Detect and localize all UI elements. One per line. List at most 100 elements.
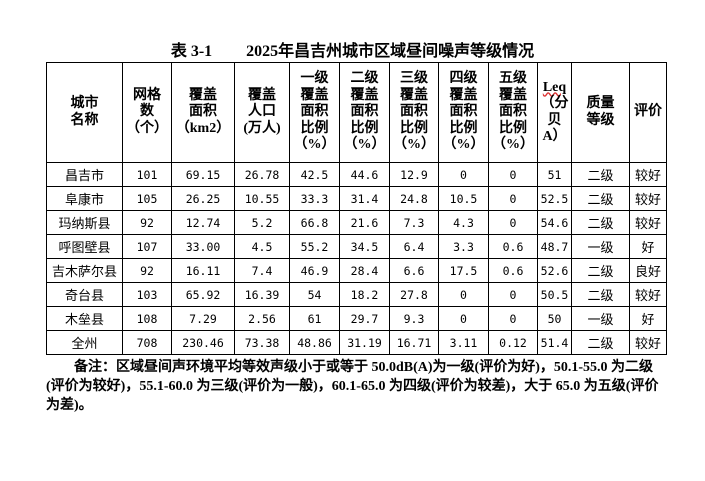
table-cell: 二级 (571, 258, 630, 283)
table-row: 阜康市 105 26.25 10.55 33.3 31.4 24.8 10.5 0 52.5 二级较… (46, 186, 667, 211)
table-cell: 708 (122, 330, 172, 355)
table-cell: 50 (537, 306, 572, 331)
header-line: （%） (393, 137, 435, 153)
table-row: 呼图壁县 107 33.00 4.5 55.2 34.5 6.4 3.3 0.6 48.7 一级好 (46, 234, 667, 259)
table-row: 奇台县 103 65.92 16.39 54 18.2 27.8 0 0 50.5 二级 较好 (46, 282, 667, 307)
table-cell: 0.12 (488, 330, 538, 355)
header-line: （%） (442, 137, 485, 153)
table-cell: 较好 (629, 282, 667, 307)
header-line: 面积 (300, 104, 329, 120)
table-title: 2025年昌吉州城市区域昼间噪声等级情况 (246, 43, 535, 60)
header-line: （分 (540, 96, 569, 111)
header-line: 覆盖 (350, 87, 379, 103)
header-line: 覆盖 (248, 87, 276, 103)
header-line: 比例 (499, 120, 527, 136)
header-line: 城市 (70, 96, 99, 111)
table-cell: 55.2 (289, 234, 340, 259)
column-header: 三级 覆盖 面积 比例 （%） (389, 62, 439, 163)
city-name-cell: 阜康市 (46, 186, 123, 211)
table-cell: 230.46 (171, 330, 235, 355)
table-cell: 较好 (629, 330, 667, 355)
table-caption: 表 3-1 2025年昌吉州城市区域昼间噪声等级情况 (0, 37, 705, 61)
column-header: 城市 名称 (46, 62, 123, 163)
city-name-cell: 奇台县 (46, 282, 123, 307)
table-cell: 66.8 (289, 210, 340, 235)
column-header: 五级 覆盖 面积 比例 （%） (488, 62, 538, 163)
table-cell: 7.29 (171, 306, 235, 331)
header-line: 覆盖 (449, 87, 478, 103)
header-line: 比例 (350, 120, 379, 136)
table-cell: 较好 (629, 186, 667, 211)
table-cell: 24.8 (389, 186, 439, 211)
table-cell: 4.5 (234, 234, 290, 259)
column-header: 二级 覆盖 面积 比例 （%） (339, 62, 390, 163)
column-header: 网格数（个） (122, 62, 172, 163)
column-header: 评价 (629, 62, 667, 163)
table-cell: 107 (122, 234, 172, 259)
table-cell: 44.6 (339, 162, 390, 187)
header-line: （个） (126, 120, 168, 136)
table-cell: 5.2 (234, 210, 290, 235)
noise-level-table: 城市 名称 网格数（个） 覆盖 面积 （km2） 覆盖 人口 (万人) 一级 覆盖 面积 比例 （%） 二级… (46, 62, 667, 355)
table-row: 木垒县 108 7.29 2.56 61 29.7 9.3 0 0 50 一级好 (46, 306, 667, 331)
table-cell: 17.5 (438, 258, 489, 283)
header-line: 三级 (400, 71, 428, 87)
header-line: 比例 (449, 120, 478, 136)
table-row: 昌吉市 101 69.15 26.78 42.5 44.6 12.9 0 0 51 二级 较好 (46, 162, 667, 187)
table-cell: 好 (629, 306, 667, 331)
table-cell: 0 (438, 306, 489, 331)
header-line: 二级 (350, 71, 379, 87)
table-cell: 16.71 (389, 330, 439, 355)
table-cell: 0 (488, 210, 538, 235)
header-line: 贝 (547, 112, 562, 128)
table-cell: 16.11 (171, 258, 235, 283)
header-line: 名称 (70, 112, 99, 128)
table-cell: 6.4 (389, 234, 439, 259)
table-cell: 0 (488, 306, 538, 331)
table-cell: 3.3 (438, 234, 489, 259)
table-cell: 31.19 (339, 330, 390, 355)
table-cell: 48.86 (289, 330, 340, 355)
table-cell: 51.4 (537, 330, 572, 355)
table-cell: 0 (488, 162, 538, 187)
header-row: 城市 名称 网格数（个） 覆盖 面积 （km2） 覆盖 人口 (万人) 一级 覆盖 面积 比例 （%） 二级… (46, 62, 667, 163)
table-cell: 9.3 (389, 306, 439, 331)
table-cell: 7.3 (389, 210, 439, 235)
header-line: 面积 (189, 104, 217, 120)
header-line: 数 (140, 104, 154, 120)
header-line: 人口 (248, 104, 276, 120)
table-cell: 10.55 (234, 186, 290, 211)
header-line: 一级 (300, 71, 329, 87)
table-cell: 33.3 (289, 186, 340, 211)
column-header: 一级 覆盖 面积 比例 （%） (289, 62, 340, 163)
city-name-cell: 玛纳斯县 (46, 210, 123, 235)
table-cell: 一级 (571, 234, 630, 259)
city-name-cell: 昌吉市 (46, 162, 123, 187)
table-cell: 92 (122, 210, 172, 235)
table-cell: 101 (122, 162, 172, 187)
table-cell: 较好 (629, 162, 667, 187)
header-line: 质量 (586, 96, 615, 111)
table-cell: 51 (537, 162, 572, 187)
table-cell: 105 (122, 186, 172, 211)
table-cell: 65.92 (171, 282, 235, 307)
header-line: 覆盖 (400, 87, 428, 103)
table-cell: 二级 (571, 162, 630, 187)
table-cell: 46.9 (289, 258, 340, 283)
table-cell: 103 (122, 282, 172, 307)
table-cell: 二级 (571, 330, 630, 355)
table-cell: 54 (289, 282, 340, 307)
table-cell: 33.00 (171, 234, 235, 259)
table-cell: 21.6 (339, 210, 390, 235)
header-line: 评价 (634, 104, 662, 120)
table-row: 全州 708 230.46 73.38 48.86 31.19 16.71 3.11 0.12 5… (46, 330, 667, 355)
table-number: 表 3-1 (170, 43, 213, 60)
table-cell: 50.5 (537, 282, 572, 307)
table-cell: 好 (629, 234, 667, 259)
header-line: 网格 (133, 87, 161, 103)
header-line: （%） (293, 137, 336, 153)
header-line: 比例 (400, 120, 428, 136)
column-header: Leq （分贝 A） (537, 62, 572, 163)
table-cell: 二级 (571, 210, 630, 235)
table-cell: 0 (438, 282, 489, 307)
